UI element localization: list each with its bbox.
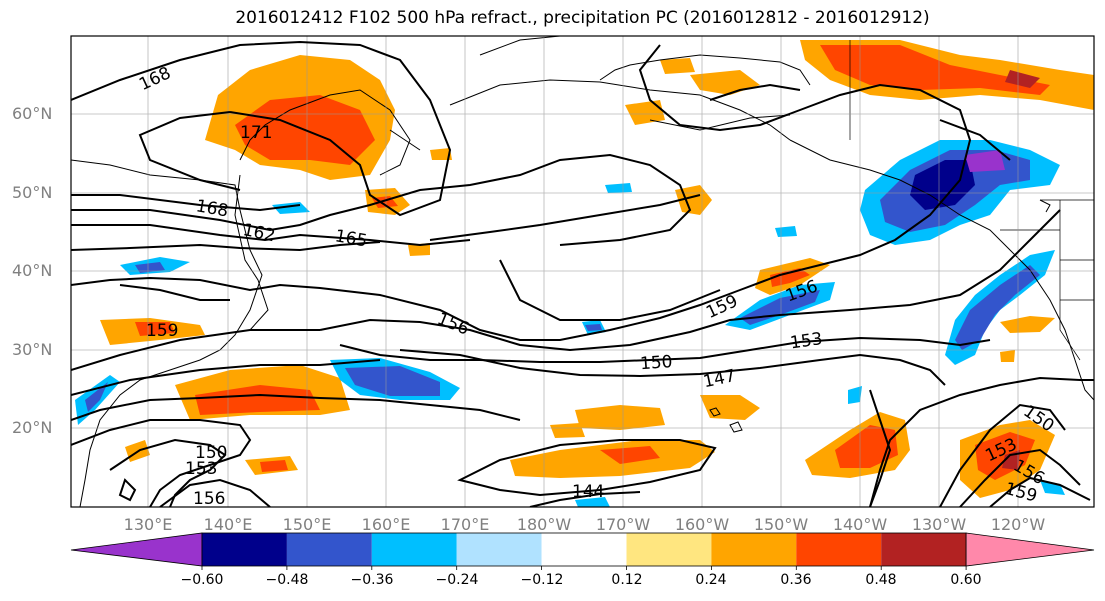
colorbar-tick-label: 0.24 bbox=[695, 572, 727, 588]
contour-label: 150 bbox=[195, 443, 227, 463]
colorbar-tick-label: −0.24 bbox=[435, 572, 479, 588]
colorbar-tick-label: 0.48 bbox=[865, 572, 897, 588]
lon-label: 160°E bbox=[361, 515, 411, 534]
colorbar-bin bbox=[711, 533, 797, 566]
colorbar-tick-label: 0.36 bbox=[780, 572, 812, 588]
contour-label: 171 bbox=[240, 123, 272, 143]
colorbar-bin bbox=[371, 533, 457, 566]
colorbar-tick-label: −0.36 bbox=[350, 572, 394, 588]
lon-label: 150°W bbox=[753, 515, 809, 534]
contour-label: 153 bbox=[789, 329, 824, 353]
contour-label: 159 bbox=[146, 321, 178, 341]
contour-label: 153 bbox=[185, 459, 217, 479]
colorbar-tick-label: −0.12 bbox=[520, 572, 564, 588]
boundaries bbox=[849, 40, 1094, 361]
colorbar-bin bbox=[202, 533, 287, 566]
colorbar bbox=[70, 532, 1095, 570]
lat-label: 50°N bbox=[12, 183, 53, 202]
colorbar-bin bbox=[796, 533, 882, 566]
colorbar-outline bbox=[201, 532, 967, 567]
refractivity-contours bbox=[71, 40, 1094, 507]
colorbar-tick-label: 0.12 bbox=[611, 572, 643, 588]
colorbar-bin bbox=[626, 533, 712, 566]
lon-label: 160°W bbox=[674, 515, 730, 534]
colorbar-bin bbox=[541, 533, 627, 566]
lat-label: 30°N bbox=[12, 340, 53, 359]
map-title: 2016012412 F102 500 hPa refract., precip… bbox=[235, 8, 930, 28]
lon-label: 170°E bbox=[440, 515, 490, 534]
lon-label: 140°W bbox=[832, 515, 888, 534]
colorbar-tick-label: −0.48 bbox=[265, 572, 309, 588]
colorbar-tick-label: −0.60 bbox=[180, 572, 224, 588]
lon-label: 180°W bbox=[516, 515, 572, 534]
lon-label: 120°W bbox=[990, 515, 1046, 534]
lon-label: 130°E bbox=[123, 515, 173, 534]
contour-label: 156 bbox=[193, 489, 225, 509]
lat-label: 20°N bbox=[12, 418, 53, 437]
lon-label: 130°W bbox=[911, 515, 967, 534]
contour-label: 144 bbox=[572, 482, 604, 502]
lon-label: 170°W bbox=[595, 515, 651, 534]
colorbar-tick-label: 0.60 bbox=[950, 572, 982, 588]
lat-label: 40°N bbox=[12, 261, 53, 280]
lat-label: 60°N bbox=[12, 104, 53, 123]
map-frame bbox=[70, 35, 1095, 508]
colorbar-bin bbox=[881, 533, 967, 566]
colorbar-extend-high bbox=[965, 532, 1095, 567]
gridlines bbox=[71, 36, 1094, 507]
colorbar-bin bbox=[456, 533, 542, 566]
lon-label: 150°E bbox=[282, 515, 332, 534]
colorbar-extend-low bbox=[70, 532, 203, 567]
lon-label: 140°E bbox=[203, 515, 253, 534]
colorbar-bin bbox=[286, 533, 372, 566]
contour-label: 150 bbox=[639, 352, 673, 374]
map-plot-area: 168 171 168 162 165 156 159 156 153 150 … bbox=[71, 36, 1094, 509]
